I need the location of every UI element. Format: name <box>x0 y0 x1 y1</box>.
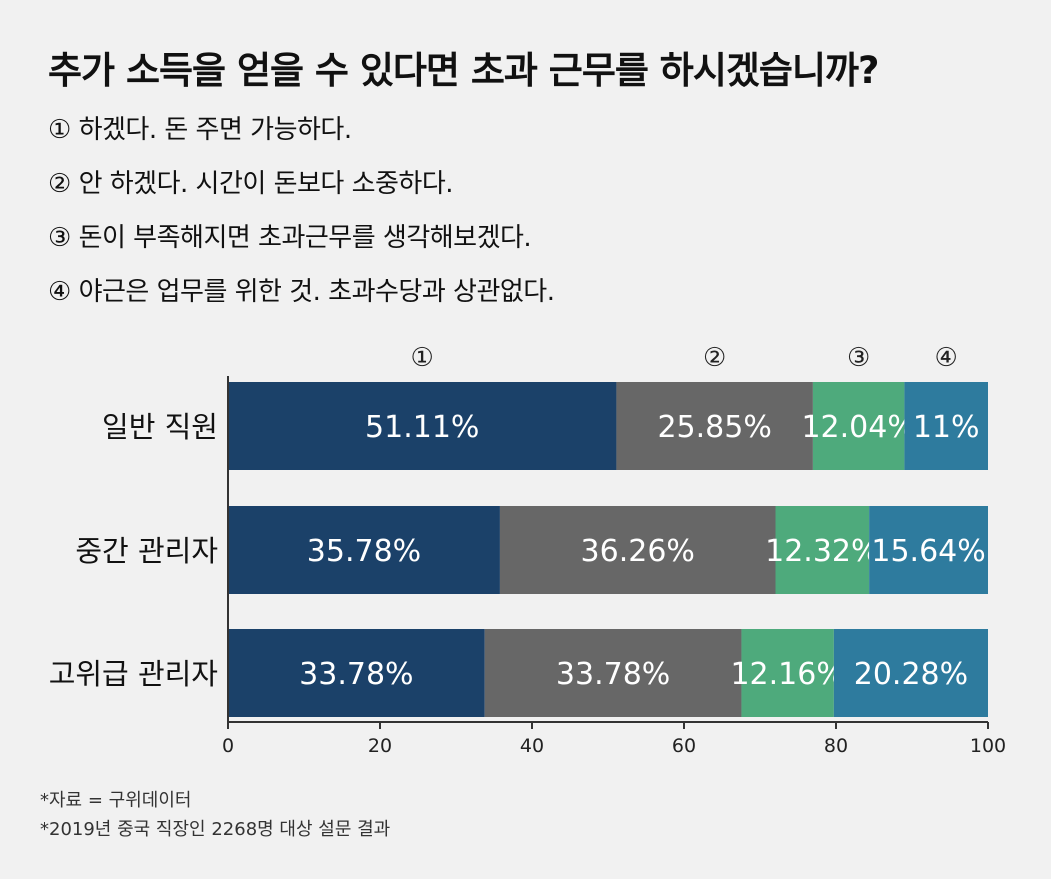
data-label-1-4: 11% <box>913 410 980 445</box>
data-label-2-2: 36.26% <box>581 534 695 569</box>
option-4: ④ 야근은 업무를 위한 것. 초과수당과 상관없다. <box>48 277 555 307</box>
category-label-2: 중간 관리자 <box>75 534 218 568</box>
bar-segment-1-4 <box>904 382 988 470</box>
x-tick-label-6: 100 <box>970 735 1006 757</box>
bar-segment-2-3 <box>775 506 870 594</box>
bar-segment-3-3 <box>741 629 834 717</box>
footnote-source: *자료 = 구위데이터 <box>40 790 192 811</box>
bar-segment-1-3 <box>812 382 905 470</box>
legend-marker-4: ④ <box>935 343 958 373</box>
chart-title: 추가 소득을 얻을 수 있다면 초과 근무를 하시겠습니까? <box>48 49 880 92</box>
legend-marker-3: ③ <box>847 343 870 373</box>
data-label-3-3: 12.16% <box>730 657 844 692</box>
x-tick-label-4: 60 <box>672 735 696 757</box>
legend-marker-2: ② <box>703 343 726 373</box>
option-3: ③ 돈이 부족해지면 초과근무를 생각해보겠다. <box>48 223 532 253</box>
data-label-1-2: 25.85% <box>657 410 771 445</box>
x-tick-label-3: 40 <box>520 735 544 757</box>
option-list: ① 하겠다. 돈 주면 가능하다. ② 안 하겠다. 시간이 돈보다 소중하다.… <box>48 112 555 328</box>
data-label-2-1: 35.78% <box>307 534 421 569</box>
data-label-2-4: 15.64% <box>871 534 985 569</box>
category-label-1: 일반 직원 <box>102 410 218 444</box>
x-tick-label-2: 20 <box>368 735 392 757</box>
bar-segment-3-4 <box>833 629 988 717</box>
data-label-1-1: 51.11% <box>365 410 479 445</box>
data-label-2-3: 12.32% <box>765 534 879 569</box>
category-label-3: 고위급 관리자 <box>49 657 218 691</box>
x-tick-label-1: 0 <box>222 735 234 757</box>
bar-segment-1-1 <box>228 382 617 470</box>
legend-marker-1: ① <box>411 343 434 373</box>
bar-segment-2-2 <box>499 506 776 594</box>
bar-segment-2-1 <box>228 506 500 594</box>
option-2: ② 안 하겠다. 시간이 돈보다 소중하다. <box>48 169 454 199</box>
x-tick-label-5: 80 <box>824 735 848 757</box>
footnote-survey: *2019년 중국 직장인 2268명 대상 설문 결과 <box>40 819 391 840</box>
bar-segment-3-1 <box>228 629 485 717</box>
bar-segment-3-2 <box>484 629 742 717</box>
option-1: ① 하겠다. 돈 주면 가능하다. <box>48 115 352 145</box>
data-label-1-3: 12.04% <box>801 410 915 445</box>
bar-segment-2-4 <box>869 506 988 594</box>
data-label-3-1: 33.78% <box>299 657 413 692</box>
bar-segment-1-2 <box>616 382 813 470</box>
data-label-3-4: 20.28% <box>854 657 968 692</box>
footnotes: *자료 = 구위데이터 *2019년 중국 직장인 2268명 대상 설문 결과 <box>40 788 390 846</box>
data-label-3-2: 33.78% <box>556 657 670 692</box>
